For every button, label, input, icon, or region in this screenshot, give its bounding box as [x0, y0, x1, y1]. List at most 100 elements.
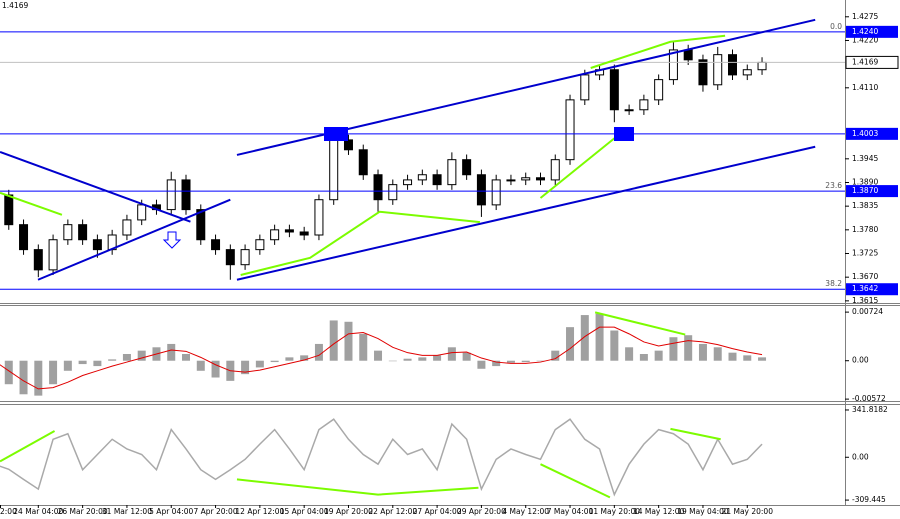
trend-line — [0, 191, 63, 216]
x-tick-label: 12 Apr 12:00 — [235, 507, 284, 516]
candle-body — [358, 149, 368, 176]
macd-bar — [506, 360, 515, 363]
level-label: 1.4003 — [852, 129, 878, 138]
marker-box — [614, 127, 634, 141]
candle-body — [166, 179, 176, 211]
candle-body — [432, 174, 442, 186]
x-tick-label: 7 May 04:00 — [547, 507, 594, 516]
macd-bar — [669, 337, 678, 361]
macd-bar — [551, 350, 560, 361]
candle-body — [92, 239, 102, 251]
macd-bar — [314, 343, 323, 361]
down-arrow — [162, 231, 182, 249]
macd-bar — [211, 360, 220, 378]
candle-body — [137, 204, 147, 221]
macd-bar — [654, 350, 663, 361]
macd-bar — [610, 330, 619, 361]
macd-bar — [93, 360, 102, 367]
macd-bar — [329, 320, 338, 361]
x-tick-label: 2:00 — [0, 507, 17, 516]
macd-bar — [300, 355, 309, 361]
macd-bar — [19, 360, 28, 395]
candle-body — [698, 59, 708, 86]
trend-line — [594, 311, 686, 336]
x-tick-label: 4 May 12:00 — [502, 507, 549, 516]
candle-body — [181, 179, 191, 211]
candle-body — [122, 219, 132, 236]
macd-bar — [595, 313, 604, 361]
macd-bar — [433, 355, 442, 361]
y-tick-label: 1.3835 — [852, 201, 878, 210]
candle-body — [33, 249, 43, 271]
trend-line — [670, 427, 721, 441]
x-tick-label: 27 Apr 04:00 — [413, 507, 462, 516]
fib-label: 23.6 — [825, 181, 842, 190]
y-tick-label: 1.3670 — [852, 272, 878, 281]
y-tick-label: -0.00572 — [852, 394, 886, 403]
x-tick-label: 11 May 20:00 — [589, 507, 641, 516]
macd-bar — [492, 360, 501, 367]
macd-bar — [580, 315, 589, 361]
y-tick-label: 1.3725 — [852, 249, 878, 258]
axis: 341.8182 0.00 -309.445 — [845, 405, 888, 504]
candle-body — [284, 229, 294, 233]
macd-bar — [462, 352, 471, 361]
x-tick-label: 15 Apr 04:00 — [280, 507, 329, 516]
macd-bar — [536, 360, 545, 362]
macd-bar — [418, 357, 427, 361]
macd-bar — [728, 352, 737, 361]
level-label: 1.3870 — [852, 186, 878, 195]
y-tick-label: 1.4220 — [852, 35, 878, 44]
level-label-box — [846, 25, 898, 38]
macd-signal — [0, 326, 763, 390]
candle-body — [343, 139, 353, 151]
fib-label: 0.0 — [830, 22, 842, 31]
candle-body — [462, 159, 472, 176]
macd-bar — [167, 343, 176, 361]
y-tick-label: 0.00724 — [852, 307, 883, 316]
x-tick-label: 26 Mar 20:00 — [58, 507, 108, 516]
macd-bar — [241, 360, 250, 375]
macd-bar — [137, 350, 146, 361]
macd-bar — [359, 333, 368, 361]
panel — [0, 311, 767, 396]
candle-body — [388, 184, 398, 201]
macd-bar — [270, 360, 279, 363]
macd-bar — [285, 357, 294, 361]
fib-label: 38.2 — [825, 279, 842, 288]
candle-body — [491, 179, 501, 206]
symbol-price: 1.4169 — [2, 1, 28, 10]
plot-layer: 1.4275 1.4220 1.4110 1.3945 1.3890 1.3835 1.37… — [0, 12, 899, 516]
macd-bar — [63, 360, 72, 371]
candle-body — [565, 99, 575, 161]
macd-bar — [684, 335, 693, 361]
candle-body — [624, 109, 634, 112]
x-tick-label: 21 May 20:00 — [722, 507, 774, 516]
trend-line — [590, 34, 726, 69]
cci-line — [0, 418, 763, 497]
x-tick-label: 19 Apr 20:00 — [324, 507, 373, 516]
macd-bar — [108, 359, 117, 361]
candle-body — [521, 177, 531, 181]
candle-body — [417, 174, 427, 181]
level-label-box — [846, 185, 898, 198]
macd-bar — [182, 354, 191, 361]
macd-bar — [521, 360, 530, 363]
x-tick-label: 19 May 04:00 — [677, 507, 729, 516]
candle-body — [78, 224, 88, 241]
trend-line — [37, 198, 231, 281]
panel-frames — [0, 0, 900, 506]
axis: 0.00724 0.00 -0.00572 — [845, 307, 886, 403]
y-tick-label: 0.00 — [852, 356, 869, 365]
panel — [0, 18, 845, 290]
axis: 1.4275 1.4220 1.4110 1.3945 1.3890 1.3835 1.37… — [825, 12, 899, 305]
macd-bar — [758, 357, 767, 361]
candle-body — [48, 239, 58, 271]
level-label-box — [846, 127, 898, 140]
candle-body — [314, 199, 324, 236]
macd-bar — [78, 360, 87, 365]
trend-line — [539, 129, 626, 199]
macd-bar — [566, 327, 575, 361]
candle-body — [447, 159, 457, 186]
